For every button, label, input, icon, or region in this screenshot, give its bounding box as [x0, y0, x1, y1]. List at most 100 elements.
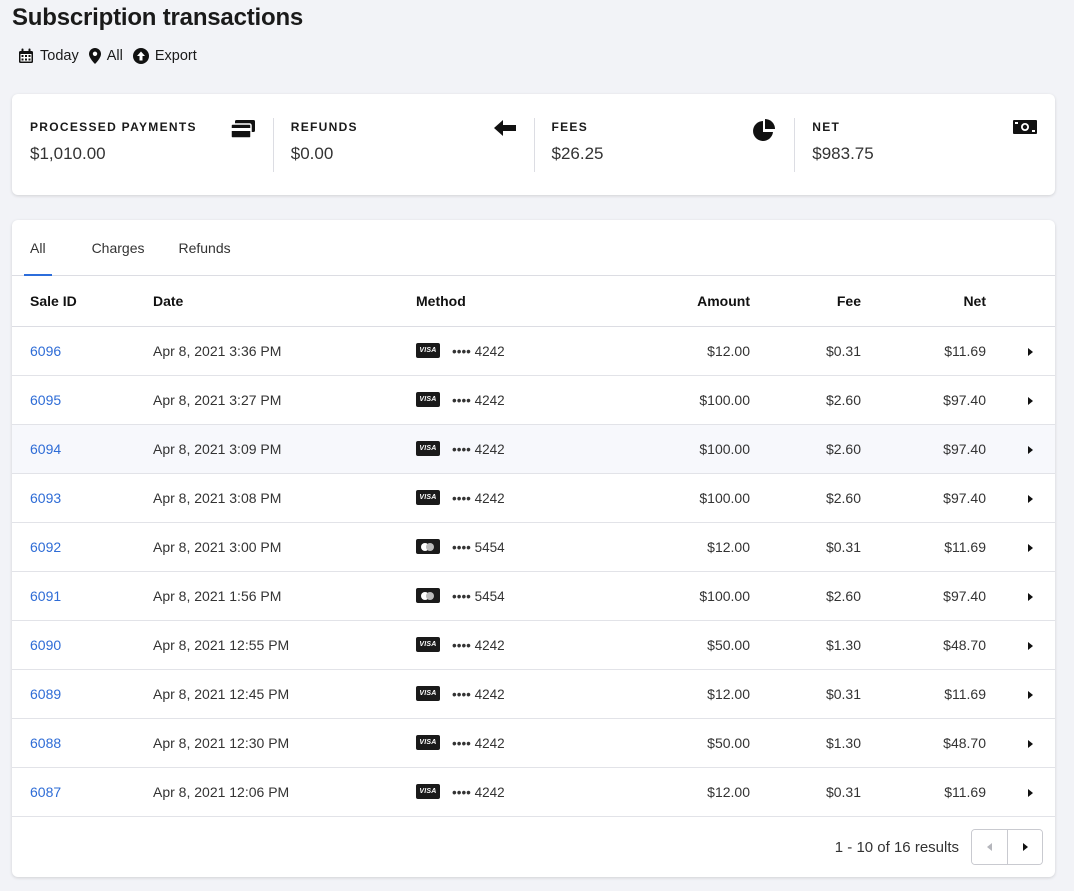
- expand-cell[interactable]: [986, 375, 1055, 425]
- table-row[interactable]: 6095 Apr 8, 2021 3:27 PM VISA •••• 4242 $100…: [12, 375, 1055, 425]
- previous-page-button[interactable]: [972, 830, 1007, 864]
- caret-right-icon: [1028, 592, 1033, 601]
- sale-id-link[interactable]: 6096: [30, 342, 62, 359]
- visa-card-icon: VISA: [416, 441, 440, 456]
- sale-id-link[interactable]: 6087: [30, 783, 62, 800]
- expand-cell[interactable]: [986, 473, 1055, 523]
- date-cell: Apr 8, 2021 3:09 PM: [153, 424, 416, 474]
- expand-cell[interactable]: [986, 326, 1055, 376]
- column-header-net: Net: [861, 276, 986, 327]
- amount-cell: $100.00: [616, 424, 750, 474]
- stat-value: $26.25: [551, 144, 604, 163]
- transactions-table: Sale ID Date Method Amount Fee Net 6096 A…: [12, 276, 1055, 817]
- net-cell: $97.40: [861, 375, 986, 425]
- stat-value: $1,010.00: [30, 144, 106, 163]
- table-row[interactable]: 6089 Apr 8, 2021 12:45 PM VISA •••• 4242 $12…: [12, 669, 1055, 719]
- expand-cell[interactable]: [986, 767, 1055, 817]
- masked-card-number: •••• 4242: [452, 785, 505, 800]
- sale-id-link[interactable]: 6095: [30, 391, 62, 408]
- method-cell: VISA •••• 4242: [416, 620, 616, 670]
- expand-cell[interactable]: [986, 522, 1055, 572]
- method-cell: VISA •••• 4242: [416, 424, 616, 474]
- table-row[interactable]: 6088 Apr 8, 2021 12:30 PM VISA •••• 4242 $50…: [12, 718, 1055, 768]
- net-cell: $11.69: [861, 669, 986, 719]
- stat-value: $0.00: [290, 144, 334, 163]
- column-header-date: Date: [153, 276, 416, 327]
- fee-cell: $2.60: [750, 424, 861, 474]
- results-count: 1 - 10 of 16 results: [834, 838, 959, 856]
- table-row[interactable]: 6092 Apr 8, 2021 3:00 PM •••• 5454 $12.00 $0…: [12, 522, 1055, 572]
- sale-id-cell: 6089: [12, 669, 153, 719]
- amount-cell: $100.00: [616, 473, 750, 523]
- amount-cell: $50.00: [616, 718, 750, 768]
- summary-card: PROCESSED PAYMENTS $1,010.00 REFUNDS $0.…: [12, 94, 1055, 195]
- sale-id-link[interactable]: 6091: [30, 587, 62, 604]
- location-filter-label: All: [106, 48, 123, 64]
- sale-id-link[interactable]: 6088: [30, 734, 62, 751]
- pager: [971, 829, 1043, 865]
- masked-card-number: •••• 4242: [452, 393, 505, 408]
- calendar-icon: [19, 48, 33, 63]
- expand-cell[interactable]: [986, 620, 1055, 670]
- date-cell: Apr 8, 2021 12:55 PM: [153, 620, 416, 670]
- date-cell: Apr 8, 2021 3:36 PM: [153, 326, 416, 376]
- net-cell: $97.40: [861, 473, 986, 523]
- fee-cell: $0.31: [750, 522, 861, 572]
- stat-label: PROCESSED PAYMENTS: [30, 120, 197, 134]
- masked-card-number: •••• 4242: [452, 442, 505, 457]
- expand-cell[interactable]: [986, 571, 1055, 621]
- visa-card-icon: VISA: [416, 343, 440, 358]
- sale-id-link[interactable]: 6090: [30, 636, 62, 653]
- column-header-method: Method: [416, 276, 616, 327]
- tab-charges[interactable]: Charges: [91, 240, 145, 256]
- chevron-left-icon: [987, 843, 992, 851]
- mastercard-card-icon: [416, 539, 440, 554]
- table-row[interactable]: 6091 Apr 8, 2021 1:56 PM •••• 5454 $100.00 $…: [12, 571, 1055, 621]
- next-page-button[interactable]: [1007, 830, 1042, 864]
- table-row[interactable]: 6087 Apr 8, 2021 12:06 PM VISA •••• 4242 $12…: [12, 767, 1055, 817]
- cash-icon: [1013, 120, 1037, 134]
- fee-cell: $0.31: [750, 326, 861, 376]
- amount-cell: $100.00: [616, 375, 750, 425]
- method-cell: VISA •••• 4242: [416, 473, 616, 523]
- expand-cell[interactable]: [986, 718, 1055, 768]
- sale-id-cell: 6094: [12, 424, 153, 474]
- caret-right-icon: [1028, 494, 1033, 503]
- amount-cell: $12.00: [616, 669, 750, 719]
- sale-id-link[interactable]: 6094: [30, 440, 62, 457]
- pagination: 1 - 10 of 16 results: [835, 829, 1043, 865]
- sale-id-cell: 6088: [12, 718, 153, 768]
- date-cell: Apr 8, 2021 3:00 PM: [153, 522, 416, 572]
- tab-bar: All Charges Refunds: [12, 220, 1055, 276]
- date-cell: Apr 8, 2021 3:27 PM: [153, 375, 416, 425]
- masked-card-number: •••• 4242: [452, 736, 505, 751]
- expand-cell[interactable]: [986, 424, 1055, 474]
- sale-id-cell: 6092: [12, 522, 153, 572]
- column-header-expand: [986, 276, 1055, 327]
- caret-right-icon: [1028, 347, 1033, 356]
- column-header-fee: Fee: [750, 276, 861, 327]
- table-row[interactable]: 6093 Apr 8, 2021 3:08 PM VISA •••• 4242 $100…: [12, 473, 1055, 523]
- table-row[interactable]: 6094 Apr 8, 2021 3:09 PM VISA •••• 4242 $100…: [12, 424, 1055, 474]
- method-cell: VISA •••• 4242: [416, 375, 616, 425]
- export-button[interactable]: Export: [132, 48, 197, 64]
- sale-id-link[interactable]: 6093: [30, 489, 62, 506]
- table-row[interactable]: 6096 Apr 8, 2021 3:36 PM VISA •••• 4242 $12.…: [12, 326, 1055, 376]
- table-row[interactable]: 6090 Apr 8, 2021 12:55 PM VISA •••• 4242 $50…: [12, 620, 1055, 670]
- net-cell: $97.40: [861, 571, 986, 621]
- tab-all[interactable]: All: [24, 220, 52, 276]
- visa-card-icon: VISA: [416, 686, 440, 701]
- sale-id-link[interactable]: 6092: [30, 538, 62, 555]
- sale-id-link[interactable]: 6089: [30, 685, 62, 702]
- page-title: Subscription transactions: [12, 4, 304, 31]
- visa-card-icon: VISA: [416, 392, 440, 407]
- tab-refunds[interactable]: Refunds: [178, 240, 231, 256]
- date-cell: Apr 8, 2021 1:56 PM: [153, 571, 416, 621]
- expand-cell[interactable]: [986, 669, 1055, 719]
- date-filter-button[interactable]: Today: [18, 48, 79, 64]
- masked-card-number: •••• 4242: [452, 344, 505, 359]
- fee-cell: $2.60: [750, 473, 861, 523]
- fee-cell: $2.60: [750, 375, 861, 425]
- location-filter-button[interactable]: All: [88, 48, 123, 64]
- caret-right-icon: [1028, 641, 1033, 650]
